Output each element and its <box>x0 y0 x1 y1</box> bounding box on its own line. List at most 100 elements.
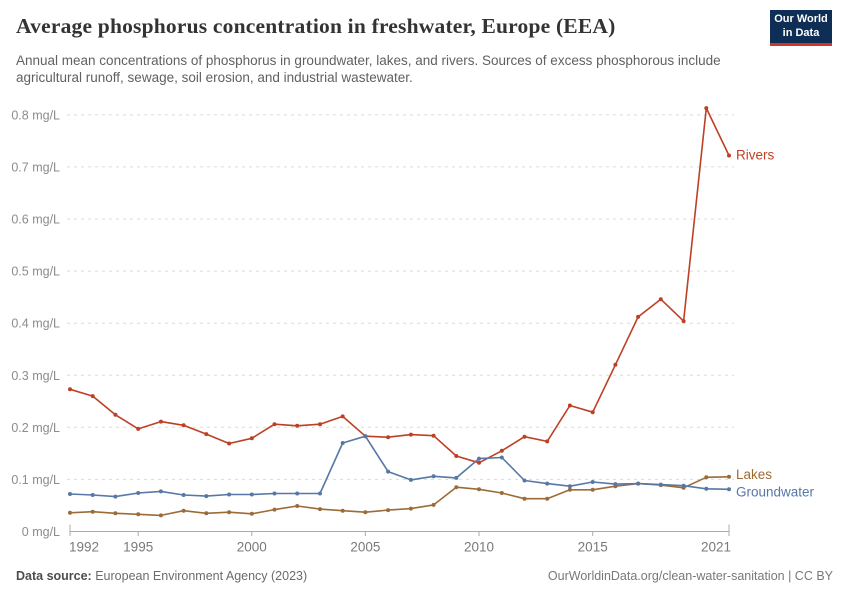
rivers-point <box>477 460 481 465</box>
groundwater-point <box>522 478 527 483</box>
x-axis-tick-label: 1995 <box>123 540 153 555</box>
lakes-point <box>113 511 118 516</box>
series-label-rivers[interactable]: Rivers <box>736 148 775 163</box>
y-axis-tick-label: 0.2 mg/L <box>11 421 60 435</box>
groundwater-point <box>431 474 436 479</box>
groundwater-point <box>386 469 391 474</box>
groundwater-point <box>272 491 277 496</box>
rivers-point <box>408 432 413 437</box>
lakes-point <box>272 507 277 512</box>
y-axis-tick-label: 0.4 mg/L <box>11 317 60 331</box>
lakes-point <box>249 511 254 516</box>
rivers-point <box>318 422 322 427</box>
lakes-point <box>590 487 595 492</box>
page-title: Average phosphorus concentration in fres… <box>16 14 616 38</box>
rivers-point <box>727 153 731 158</box>
y-axis-tick-label: 0 mg/L <box>22 525 60 539</box>
groundwater-point <box>567 484 572 489</box>
groundwater-point <box>704 486 709 491</box>
lakes-point <box>499 491 504 495</box>
lakes-point <box>181 508 186 513</box>
lakes-point <box>363 510 368 515</box>
groundwater-line[interactable] <box>69 435 730 498</box>
lakes-point <box>158 513 163 518</box>
lakes-point <box>704 475 709 480</box>
rivers-line[interactable] <box>69 107 730 464</box>
groundwater-point <box>363 434 368 439</box>
groundwater-point <box>181 493 186 497</box>
chart-subtitle: Annual mean concentrations of phosphorus… <box>16 53 721 86</box>
lakes-point <box>431 502 436 507</box>
lakes-point <box>408 506 413 511</box>
lakes-point <box>68 510 72 515</box>
y-axis-tick-label: 0.5 mg/L <box>11 265 60 279</box>
groundwater-point <box>158 489 163 494</box>
lakes-point <box>90 509 95 514</box>
groundwater-point <box>658 482 663 487</box>
lakes-point <box>477 487 481 492</box>
rivers-point <box>68 387 72 392</box>
rivers-point <box>181 423 186 428</box>
rivers-point <box>249 436 254 441</box>
rivers-point <box>522 434 527 439</box>
rivers-point <box>340 414 345 419</box>
owid-logo[interactable]: Our World in Data <box>770 10 832 46</box>
rivers-point <box>136 426 141 431</box>
lakes-point <box>318 507 322 512</box>
y-axis-tick-label: 0.8 mg/L <box>11 108 60 122</box>
series-label-groundwater[interactable]: Groundwater <box>736 484 815 499</box>
x-axis-tick-label: 2005 <box>350 540 380 555</box>
rivers-point <box>658 297 663 302</box>
lakes-point <box>727 474 731 479</box>
lakes-point <box>136 512 141 517</box>
groundwater-point <box>295 491 300 496</box>
groundwater-point <box>113 494 118 499</box>
lakes-series: Lakes <box>68 467 772 518</box>
groundwater-point <box>681 483 686 488</box>
lakes-point <box>454 485 459 490</box>
groundwater-point <box>636 481 641 486</box>
x-axis-tick-label: 2015 <box>578 540 608 555</box>
rivers-point <box>499 448 504 453</box>
groundwater-point <box>545 481 550 486</box>
y-axis-tick-label: 0.3 mg/L <box>11 369 60 383</box>
x-axis: 1992 1995 2000 2005 2010 2015 2021 <box>69 524 731 555</box>
data-source: Data source: European Environment Agency… <box>16 569 307 583</box>
groundwater-point <box>613 482 618 487</box>
x-axis-tick-label: 2000 <box>237 540 267 555</box>
lakes-point <box>227 510 232 515</box>
groundwater-point <box>454 475 459 480</box>
attribution-link[interactable]: OurWorldinData.org/clean-water-sanitatio… <box>547 569 833 583</box>
groundwater-point <box>477 456 481 461</box>
groundwater-series: Groundwater <box>68 434 815 499</box>
groundwater-point <box>136 491 141 495</box>
rivers-point <box>567 403 572 408</box>
lakes-point <box>386 508 391 513</box>
y-axis-tick-label: 0.6 mg/L <box>11 213 60 227</box>
rivers-point <box>431 433 436 438</box>
groundwater-point <box>249 492 254 497</box>
y-axis-tick-label: 0.7 mg/L <box>11 160 60 174</box>
groundwater-point <box>227 492 232 497</box>
lakes-point <box>545 496 550 501</box>
rivers-point <box>545 439 550 444</box>
rivers-point <box>113 412 118 417</box>
data-source-label: Data source: <box>16 569 92 583</box>
groundwater-point <box>90 493 95 497</box>
y-gridlines: 0 mg/L 0.1 mg/L 0.2 mg/L 0.3 mg/L 0.4 mg/L 0.… <box>11 108 734 539</box>
rivers-point <box>704 106 709 111</box>
lakes-point <box>567 487 572 492</box>
data-source-value: European Environment Agency (2023) <box>95 569 308 583</box>
lakes-point <box>295 504 300 508</box>
rivers-point <box>386 435 391 440</box>
logo-line1: Our World <box>774 12 828 25</box>
groundwater-point <box>204 494 209 499</box>
rivers-point <box>590 410 595 415</box>
x-axis-tick-label: 2021 <box>701 540 731 555</box>
groundwater-point <box>408 477 413 482</box>
series-label-lakes[interactable]: Lakes <box>736 467 772 482</box>
lakes-line[interactable] <box>69 476 730 517</box>
rivers-point <box>613 362 618 367</box>
groundwater-point <box>318 491 322 496</box>
